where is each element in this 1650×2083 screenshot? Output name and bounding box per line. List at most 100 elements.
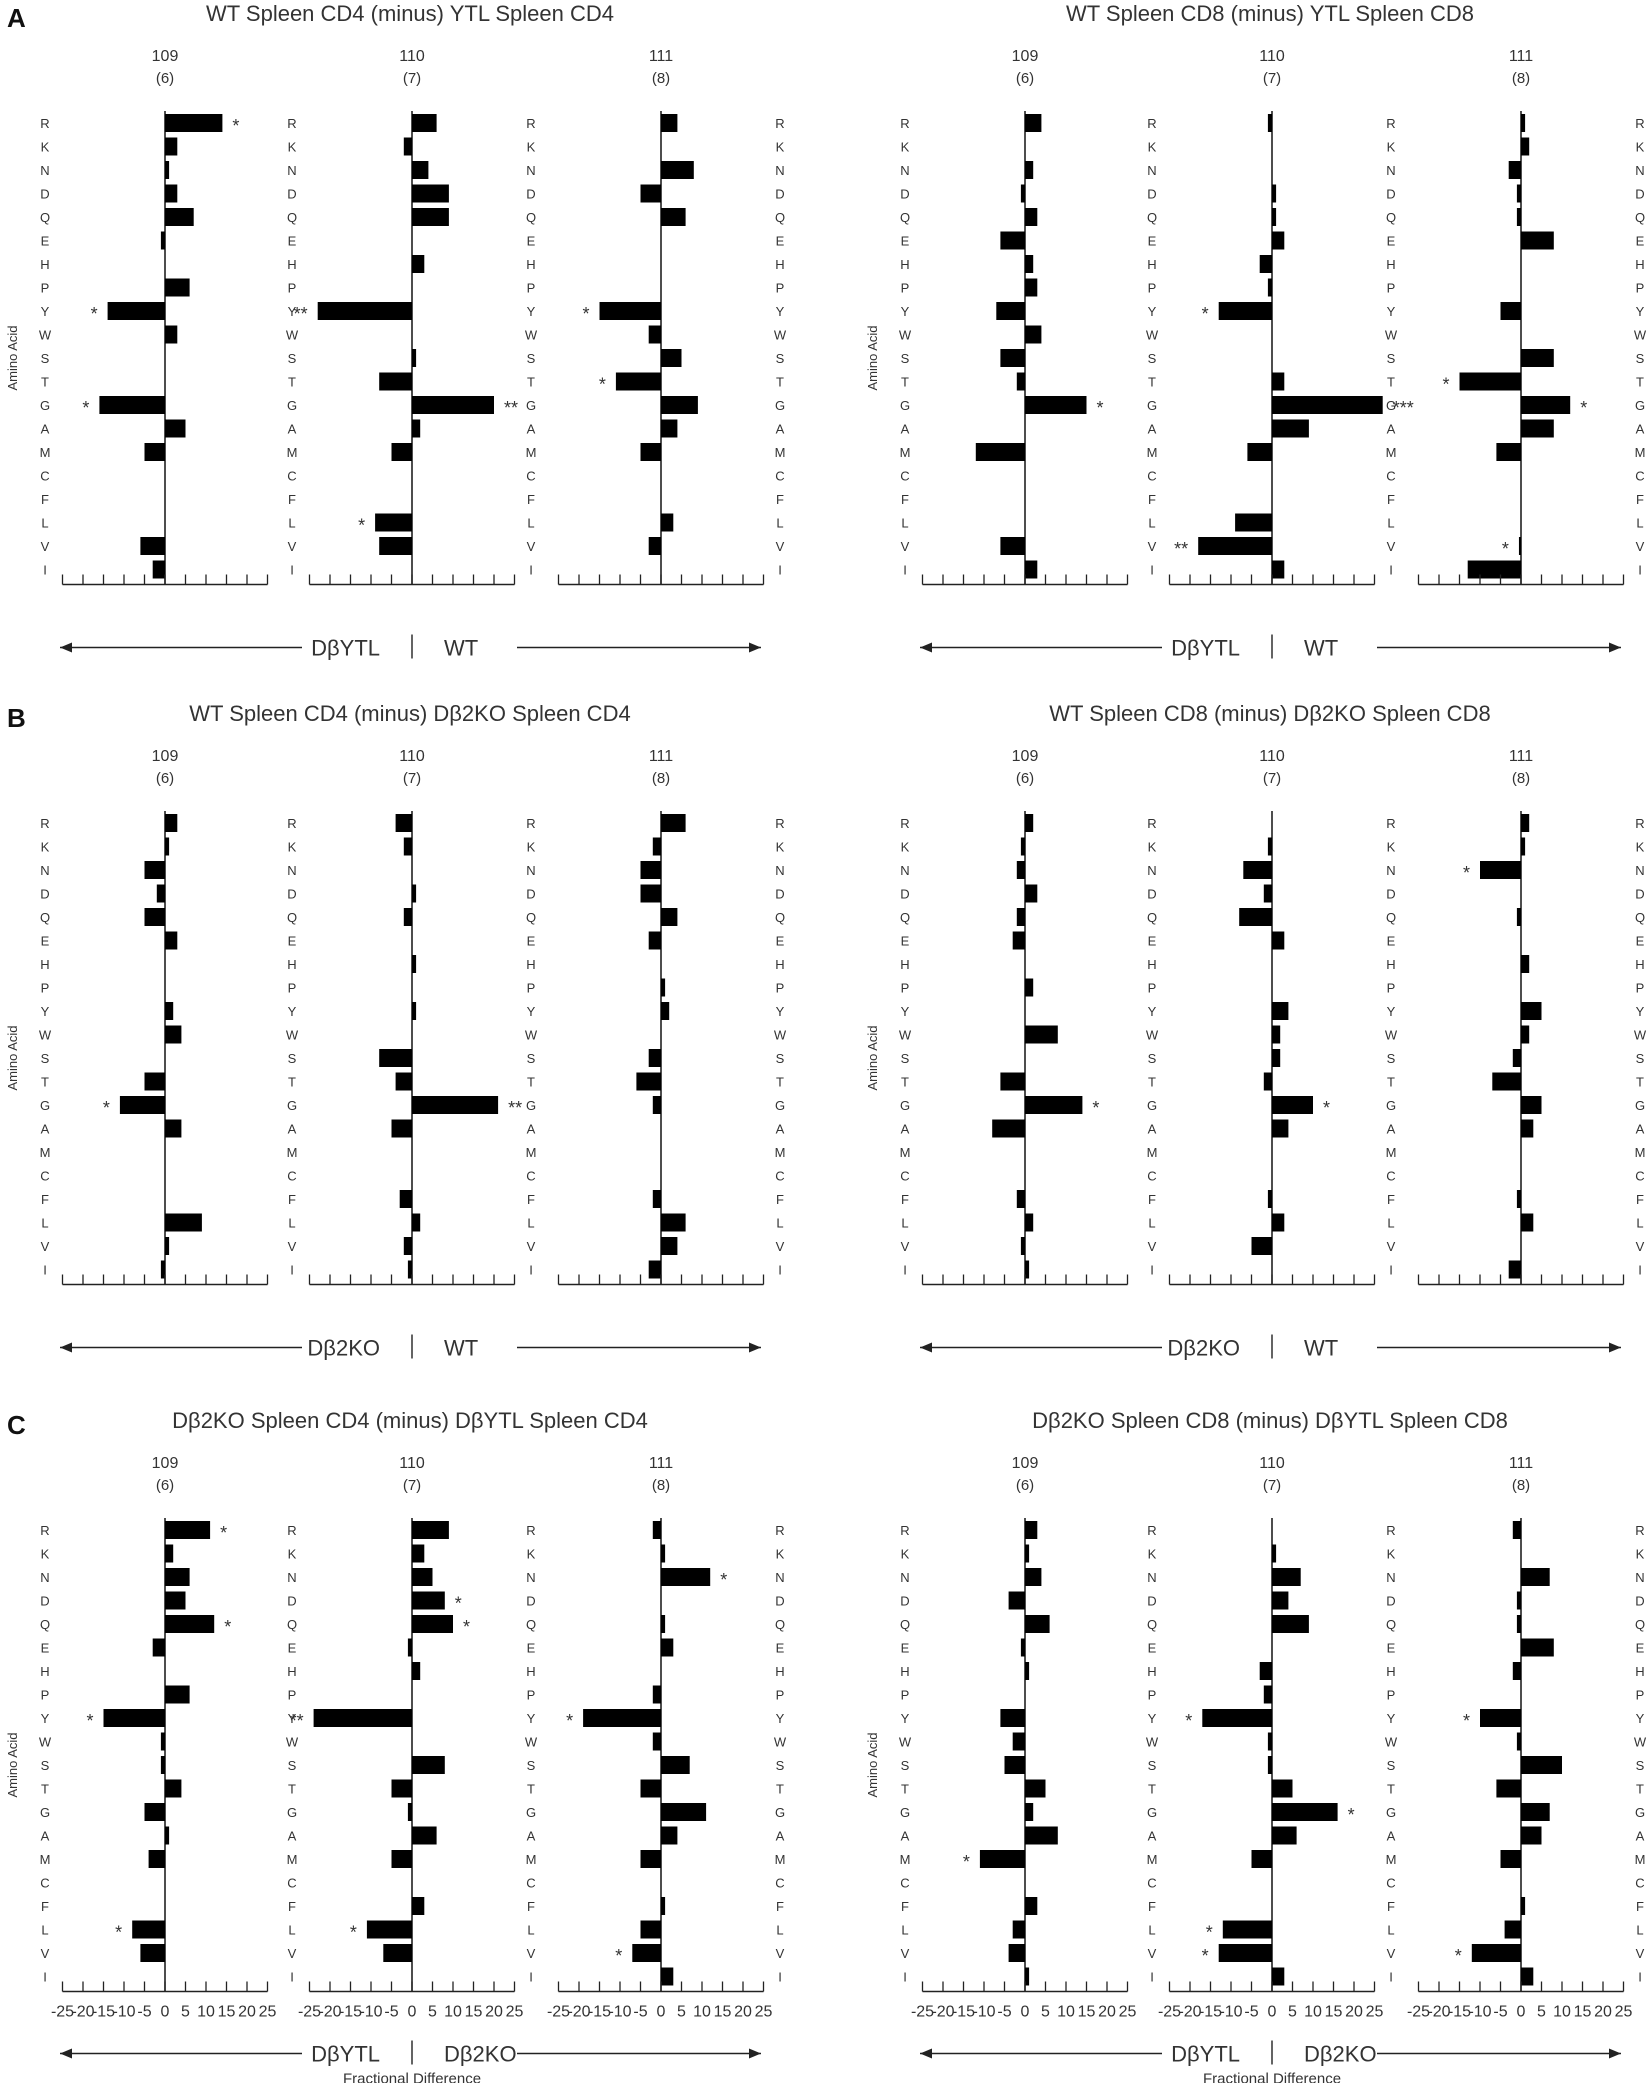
amino-acid-label: W xyxy=(774,1735,787,1750)
amino-acid-label: F xyxy=(41,1899,49,1914)
bar-Y xyxy=(599,302,661,320)
position-number: 111 xyxy=(649,748,673,765)
position-sub: (6) xyxy=(1016,1477,1034,1494)
bar-G xyxy=(1025,396,1087,414)
amino-acid-label: M xyxy=(1635,445,1646,460)
position-sub: (6) xyxy=(1016,70,1034,87)
amino-acid-label: E xyxy=(776,234,785,249)
amino-acid-label: P xyxy=(1636,281,1645,296)
bar-D xyxy=(165,1591,186,1610)
bar-D xyxy=(1516,184,1521,203)
amino-acid-label: K xyxy=(41,1547,50,1562)
right-group-label: Dβ2KO xyxy=(444,2042,517,2067)
amino-acid-label: D xyxy=(526,1594,535,1609)
bar-Y xyxy=(412,1002,417,1020)
amino-acid-label: S xyxy=(1636,351,1645,366)
amino-acid-label: M xyxy=(1386,1852,1397,1867)
position-sub: (8) xyxy=(652,70,670,87)
amino-acid-label: F xyxy=(288,1899,296,1914)
bar-E xyxy=(1000,231,1025,250)
amino-acid-label: G xyxy=(1147,1805,1157,1820)
bar-R xyxy=(1267,114,1272,132)
bar-M xyxy=(1251,1850,1272,1868)
amino-acid-label: K xyxy=(1148,140,1157,155)
amino-acid-label: Y xyxy=(1148,1004,1157,1019)
amino-acid-label: L xyxy=(1387,1216,1394,1231)
amino-acid-label: R xyxy=(900,116,909,131)
panel-title: WT Spleen CD8 (minus) Dβ2KO Spleen CD8 xyxy=(1049,701,1490,726)
bar-E xyxy=(165,931,178,950)
bar-F xyxy=(412,1897,425,1915)
significance-star: * xyxy=(463,1617,470,1637)
right-arrowhead xyxy=(1609,2048,1621,2059)
amino-acid-label: Q xyxy=(775,210,785,225)
amino-acid-label: E xyxy=(1387,234,1396,249)
bar-E xyxy=(1521,231,1554,250)
x-tick-label: -15 xyxy=(1199,2004,1222,2021)
amino-acid-label: P xyxy=(1387,1688,1396,1703)
amino-acid-label: W xyxy=(1634,328,1647,343)
amino-acid-label: Q xyxy=(526,210,536,225)
bar-I xyxy=(1521,1967,1534,1986)
amino-acid-label: P xyxy=(1387,281,1396,296)
amino-acid-label: K xyxy=(776,140,785,155)
position-sub: (7) xyxy=(1263,1477,1281,1494)
amino-acid-label: Q xyxy=(40,210,50,225)
amino-acid-label: T xyxy=(288,1075,296,1090)
bar-M xyxy=(979,1850,1025,1868)
amino-acid-label: Q xyxy=(287,910,297,925)
position-sub: (7) xyxy=(403,1477,421,1494)
bar-Y xyxy=(1521,1002,1542,1020)
amino-acid-label: Y xyxy=(527,1711,536,1726)
amino-acid-label: W xyxy=(286,328,299,343)
bar-V xyxy=(1218,1944,1272,1962)
x-tick-label: 0 xyxy=(1268,2004,1277,2021)
bar-I xyxy=(160,1260,165,1279)
bar-I xyxy=(152,560,165,579)
amino-acid-label: L xyxy=(776,1923,783,1938)
bar-K xyxy=(1025,1544,1030,1563)
amino-acid-label: R xyxy=(287,116,296,131)
amino-acid-label: I xyxy=(778,1263,782,1278)
bar-D xyxy=(1516,1591,1521,1610)
amino-acid-label: S xyxy=(776,1051,785,1066)
amino-acid-label: A xyxy=(776,1122,785,1137)
amino-acid-label: L xyxy=(901,1216,908,1231)
amino-acid-label: G xyxy=(287,398,297,413)
amino-acid-label: M xyxy=(40,1145,51,1160)
significance-star: * xyxy=(1185,1711,1192,1731)
y-axis-label: Amino Acid xyxy=(5,1732,20,1797)
amino-acid-label: E xyxy=(901,1641,910,1656)
amino-acid-label: H xyxy=(775,1664,784,1679)
amino-acid-label: F xyxy=(527,1899,535,1914)
amino-acid-label: A xyxy=(1387,1829,1396,1844)
bar-K xyxy=(661,1544,666,1563)
left-arrowhead xyxy=(920,1342,932,1353)
amino-acid-label: M xyxy=(1147,445,1158,460)
bar-I xyxy=(648,1260,661,1279)
bar-Y xyxy=(1202,1709,1272,1727)
amino-acid-label: T xyxy=(1148,375,1156,390)
amino-acid-label: L xyxy=(901,1923,908,1938)
amino-acid-label: N xyxy=(1635,863,1644,878)
x-tick-label: 10 xyxy=(444,2004,462,2021)
bar-T xyxy=(395,1072,412,1091)
bar-H xyxy=(1512,1662,1521,1680)
significance-star: * xyxy=(1097,398,1104,418)
position-sub: (6) xyxy=(1016,770,1034,787)
x-tick-label: -25 xyxy=(547,2004,570,2021)
bar-L xyxy=(1521,1213,1534,1232)
amino-acid-label: R xyxy=(1386,1523,1395,1538)
bar-H xyxy=(412,255,425,273)
amino-acid-label: Y xyxy=(1148,304,1157,319)
bar-E xyxy=(1521,1638,1554,1657)
x-tick-label: 20 xyxy=(734,2004,752,2021)
amino-acid-label: W xyxy=(899,328,912,343)
position-sub: (7) xyxy=(1263,770,1281,787)
amino-acid-label: C xyxy=(287,469,296,484)
bar-H xyxy=(1025,255,1034,273)
bar-M xyxy=(144,443,165,461)
bar-W xyxy=(165,325,178,344)
amino-acid-label: W xyxy=(899,1735,912,1750)
amino-acid-label: I xyxy=(903,563,907,578)
